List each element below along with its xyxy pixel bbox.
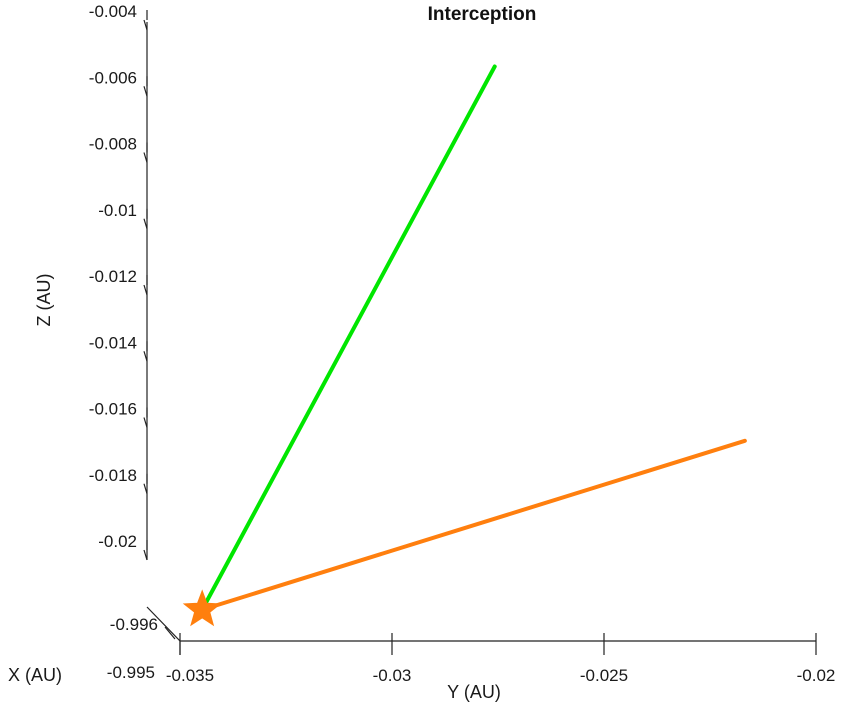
z-tick-label: -0.006 xyxy=(89,68,137,87)
z-tick-mark xyxy=(143,417,148,428)
x-tick-mark xyxy=(164,626,176,640)
z-tick-label: -0.008 xyxy=(89,135,137,154)
z-tick-label: -0.004 xyxy=(89,2,137,21)
z-tick-label: -0.016 xyxy=(89,400,137,419)
x-axis-title: X (AU) xyxy=(8,665,62,685)
x-axis-line xyxy=(146,606,181,642)
series-line-2 xyxy=(200,438,747,612)
z-tick-mark xyxy=(143,284,148,296)
y-tick-label: -0.02 xyxy=(797,666,836,685)
axes-layer xyxy=(146,22,816,642)
z-tick-mark xyxy=(143,86,148,97)
labels-layer: Interception Z (AU) Y (AU) X (AU) xyxy=(8,4,536,702)
z-tick-mark xyxy=(143,19,148,31)
y-axis-title: Y (AU) xyxy=(447,682,501,702)
star-marker xyxy=(182,589,222,627)
z-axis-title: Z (AU) xyxy=(34,274,54,327)
ticks-layer: -0.004 -0.006 -0.008 -0.01 -0.012 -0.014 -0.01… xyxy=(89,2,836,685)
z-tick-mark xyxy=(143,152,148,163)
z-tick-mark xyxy=(143,483,148,494)
z-tick-label: -0.01 xyxy=(98,201,137,220)
y-tick-label: -0.035 xyxy=(166,666,214,685)
data-layer xyxy=(182,64,747,627)
chart-title: Interception xyxy=(428,4,537,25)
z-tick-label: -0.02 xyxy=(98,532,137,551)
y-tick-label: -0.03 xyxy=(373,666,412,685)
x-tick-label: -0.996 xyxy=(110,615,158,634)
z-tick-mark xyxy=(143,351,148,362)
z-tick-label: -0.012 xyxy=(89,267,137,286)
series-line-1 xyxy=(200,64,497,612)
z-tick-mark xyxy=(143,218,148,229)
x-tick-label: -0.995 xyxy=(107,663,155,682)
z-tick-label: -0.018 xyxy=(89,466,137,485)
z-tick-mark xyxy=(143,549,148,561)
y-tick-label: -0.025 xyxy=(580,666,628,685)
z-tick-label: -0.014 xyxy=(89,333,137,352)
